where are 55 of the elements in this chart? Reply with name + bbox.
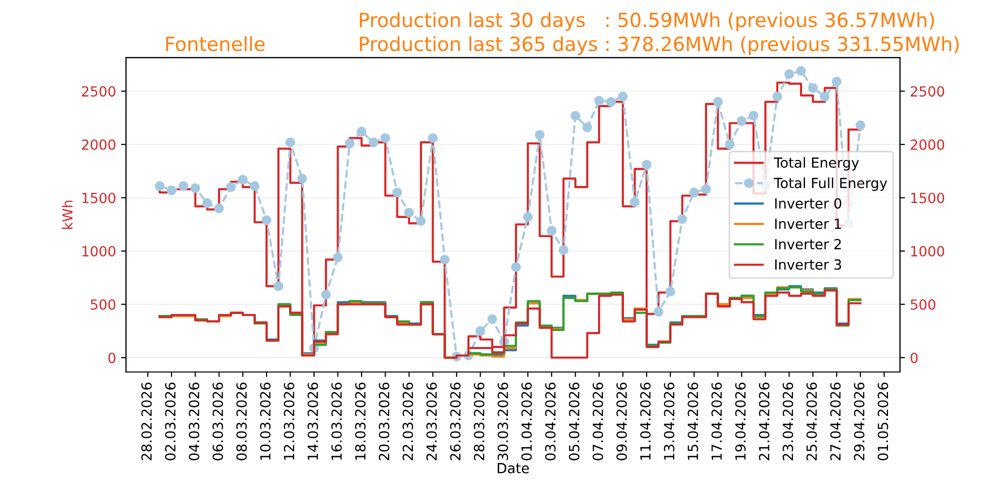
x-tick-label: 28.03.2026 bbox=[474, 382, 484, 460]
y-tick-label: 1000 bbox=[82, 246, 116, 257]
legend-label: Inverter 1 bbox=[775, 218, 841, 230]
x-tick-label: 23.04.2026 bbox=[782, 382, 794, 460]
x-tick-label: 30.03.2026 bbox=[498, 382, 508, 460]
x-axis-title: Date bbox=[498, 463, 529, 474]
x-tick-label: 09.04.2026 bbox=[616, 382, 627, 460]
x-tick-label: 25.04.2026 bbox=[806, 382, 817, 460]
x-tick-label: 26.03.2026 bbox=[450, 382, 461, 460]
legend-label: Inverter 0 bbox=[775, 198, 842, 209]
x-tick-label: 27.04.2026 bbox=[830, 382, 841, 460]
legend-label: Total Full Energy bbox=[774, 178, 888, 191]
x-tick-label: 18.03.2026 bbox=[355, 382, 366, 460]
y-tick-label: 2000 bbox=[82, 139, 116, 150]
y-tick-label: 500 bbox=[90, 299, 116, 310]
legend-label: Total Energy bbox=[774, 157, 859, 171]
x-tick-label: 01.05.2026 bbox=[878, 382, 888, 460]
y2-tick-label: 1000 bbox=[911, 246, 944, 257]
text: Production last 365 days : 378.26MWh (previous 331.55MWh) bbox=[360, 36, 959, 56]
y-tick-label: 1500 bbox=[82, 192, 116, 204]
x-tick-label: 03.04.2026 bbox=[545, 382, 556, 460]
x-tick-label: 12.03.2026 bbox=[284, 382, 294, 460]
x-tick-label: 13.04.2026 bbox=[664, 382, 674, 460]
x-tick-label: 22.03.2026 bbox=[402, 382, 414, 460]
x-tick-label: 21.04.2026 bbox=[758, 382, 770, 460]
x-tick-label: 05.04.2026 bbox=[568, 382, 580, 460]
legend-label: Inverter 3 bbox=[775, 259, 842, 270]
y2-tick-label: 500 bbox=[910, 299, 936, 310]
x-tick-label: 08.03.2026 bbox=[236, 382, 247, 460]
y2-tick-label: 1500 bbox=[911, 192, 944, 204]
x-tick-label: 17.04.2026 bbox=[711, 382, 722, 460]
x-tick-label: 02.03.2026 bbox=[165, 382, 176, 460]
x-tick-label: 29.04.2026 bbox=[854, 382, 864, 460]
x-tick-label: 14.03.2026 bbox=[308, 382, 318, 460]
x-tick-label: 15.04.2026 bbox=[688, 382, 698, 460]
x-tick-label: 04.03.2026 bbox=[188, 382, 200, 460]
x-tick-label: 28.02.2026 bbox=[141, 382, 152, 460]
x-tick-label: 06.03.2026 bbox=[212, 382, 224, 460]
y-axis-title: kWh bbox=[62, 200, 72, 229]
x-tick-label: 20.03.2026 bbox=[378, 382, 390, 460]
x-tick-label: 19.04.2026 bbox=[735, 382, 746, 460]
x-tick-label: 10.03.2026 bbox=[260, 382, 271, 460]
y-tick-label: 2500 bbox=[82, 86, 116, 97]
y2-tick-label: 0 bbox=[910, 352, 918, 364]
x-tick-label: 01.04.2026 bbox=[521, 382, 532, 460]
chart-title: Fontenelle bbox=[166, 36, 265, 52]
x-tick-label: 11.04.2026 bbox=[640, 382, 651, 460]
x-tick-label: 16.03.2026 bbox=[331, 382, 342, 460]
x-tick-label: 24.03.2026 bbox=[426, 382, 437, 460]
y2-tick-label: 2500 bbox=[910, 86, 944, 97]
text: Production last 30 days : 50.59MWh (previous 36.57MWh) bbox=[360, 12, 934, 32]
legend-label: Inverter 2 bbox=[775, 238, 841, 250]
y2-tick-label: 2000 bbox=[910, 139, 944, 150]
x-tick-label: 07.04.2026 bbox=[592, 382, 604, 460]
y-tick-label: 0 bbox=[108, 352, 116, 364]
